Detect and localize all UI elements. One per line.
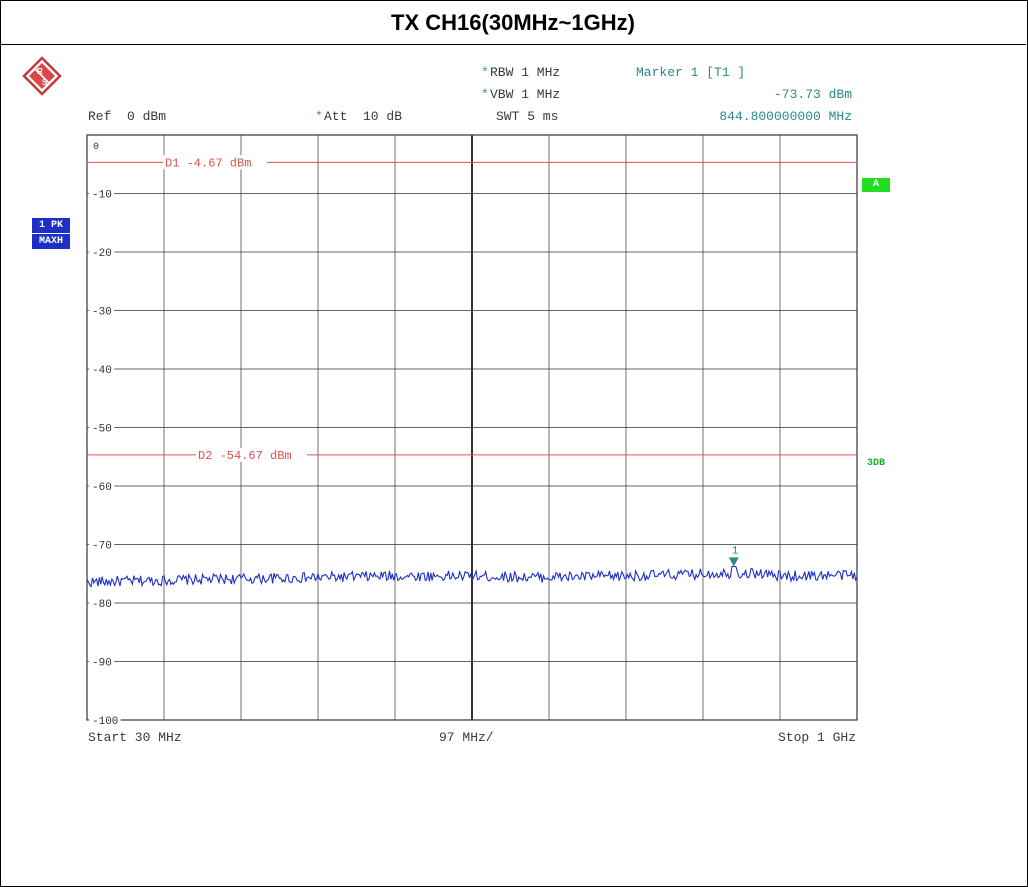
y-tick-label-bg	[89, 479, 115, 493]
y-tick-label: -60	[92, 482, 112, 494]
display-line-label-d2: D2 -54.67 dBm	[198, 449, 292, 463]
y-tick-label: 0	[93, 142, 99, 153]
display-line-label-bg	[163, 155, 267, 170]
3db-badge: 3DB	[866, 458, 885, 469]
marker-title: Marker 1 [T1 ]	[636, 65, 746, 80]
y-tick-label-bg	[89, 186, 115, 201]
rohde-schwarz-logo-icon: R S	[22, 56, 62, 96]
span-per-division-label: 97 MHz/	[439, 730, 494, 745]
rbw-readout: RBW 1 MHz	[490, 65, 561, 80]
vbw-coupling-star: *	[481, 87, 489, 102]
attenuation-star: *	[315, 109, 323, 124]
display-line-label-bg	[196, 447, 307, 462]
y-tick-label: -10	[92, 190, 112, 202]
marker-frequency-readout: 844.800000000 MHz	[719, 109, 852, 124]
svg-text:S: S	[42, 78, 48, 87]
svg-text:R: R	[37, 67, 43, 76]
trace-mode-badge: MAXH	[32, 234, 70, 249]
page-title: TX CH16(30MHz~1GHz)	[0, 0, 1026, 45]
y-tick-label: -80	[92, 599, 112, 611]
trace-detector-badge: 1 PK	[32, 218, 70, 233]
rbw-coupling-star: *	[481, 65, 489, 80]
y-tick-label-bg	[89, 654, 115, 669]
trace-a-badge: A	[862, 178, 890, 192]
y-tick-label-bg	[89, 362, 115, 376]
vbw-readout: VBW 1 MHz	[490, 87, 561, 102]
start-frequency-label: Start 30 MHz	[88, 730, 182, 745]
y-tick-label: -40	[92, 365, 112, 377]
y-tick-label-bg	[89, 713, 121, 727]
y-tick-label: -90	[92, 658, 112, 670]
y-tick-label: -30	[92, 307, 112, 319]
stop-frequency-label: Stop 1 GHz	[777, 730, 856, 745]
marker-level-readout: -73.73 dBm	[773, 87, 852, 102]
y-tick-label-bg	[89, 245, 115, 259]
y-tick-label-bg	[89, 596, 115, 610]
y-tick-label: -20	[92, 248, 112, 260]
y-tick-label-bg	[89, 303, 115, 318]
y-tick-label-bg	[89, 537, 115, 552]
y-tick-label-bg	[89, 420, 115, 435]
marker-1-label: 1	[732, 545, 739, 557]
reference-level-readout: Ref 0 dBm	[88, 109, 167, 124]
y-tick-label: -100	[92, 716, 118, 728]
display-line-label-d1: D1 -4.67 dBm	[165, 156, 251, 170]
attenuation-readout: Att 10 dB	[324, 109, 403, 124]
marker-1-triangle	[728, 557, 739, 567]
trace-line	[86, 565, 858, 588]
sweep-time-readout: SWT 5 ms	[496, 109, 559, 124]
y-tick-label: -50	[92, 424, 112, 436]
y-tick-label: -70	[92, 541, 112, 553]
